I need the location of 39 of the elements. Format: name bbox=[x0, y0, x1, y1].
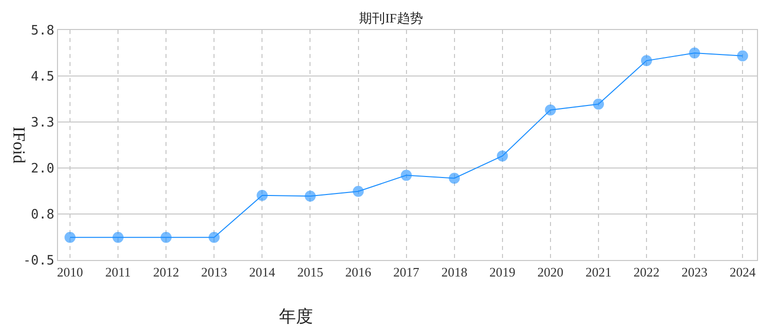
point bbox=[689, 48, 700, 58]
x-tick-label: 2016 bbox=[345, 264, 372, 280]
x-tick-label: 2010 bbox=[57, 264, 84, 280]
chart-title: 期刊IF趋势 bbox=[359, 10, 423, 26]
point bbox=[256, 190, 268, 201]
x-tick-label: 2023 bbox=[682, 264, 708, 280]
point bbox=[448, 172, 460, 184]
x-tick-label: 2018 bbox=[441, 264, 468, 280]
y-tick-label: 3.3 bbox=[30, 116, 54, 131]
x-axis-title: 年度 bbox=[279, 307, 313, 326]
x-tick-label: 2013 bbox=[201, 264, 228, 280]
x-tick-label: 2015 bbox=[297, 264, 324, 280]
y-tick-label: 4.5 bbox=[30, 70, 54, 85]
point bbox=[641, 55, 652, 66]
point bbox=[400, 170, 412, 181]
point bbox=[208, 232, 220, 243]
x-tick-label: 2011 bbox=[105, 264, 131, 280]
x-tick-label: 2020 bbox=[537, 264, 564, 280]
y-tick-label: 0.8 bbox=[30, 208, 54, 223]
y-tick-label: -0.5 bbox=[23, 254, 54, 269]
x-tick-label: 2017 bbox=[393, 264, 420, 280]
x-tick-label: 2014 bbox=[249, 264, 276, 280]
point bbox=[304, 190, 316, 202]
x-tick-label: 2019 bbox=[489, 264, 516, 280]
point bbox=[112, 232, 124, 243]
point bbox=[496, 150, 508, 162]
point bbox=[352, 186, 364, 197]
x-tick-label: 2024 bbox=[730, 264, 756, 280]
point bbox=[64, 232, 76, 243]
point bbox=[160, 232, 172, 243]
y-tick-label: 2.0 bbox=[30, 162, 54, 177]
y-axis-title: IFoid bbox=[10, 126, 28, 164]
point bbox=[544, 104, 556, 116]
y-tick-label: 5.8 bbox=[30, 24, 54, 39]
x-tick-label: 2021 bbox=[585, 264, 612, 280]
x-tick-label: 2022 bbox=[634, 264, 660, 280]
x-tick-label: 2012 bbox=[153, 264, 180, 280]
point bbox=[592, 98, 604, 110]
point bbox=[737, 50, 748, 62]
